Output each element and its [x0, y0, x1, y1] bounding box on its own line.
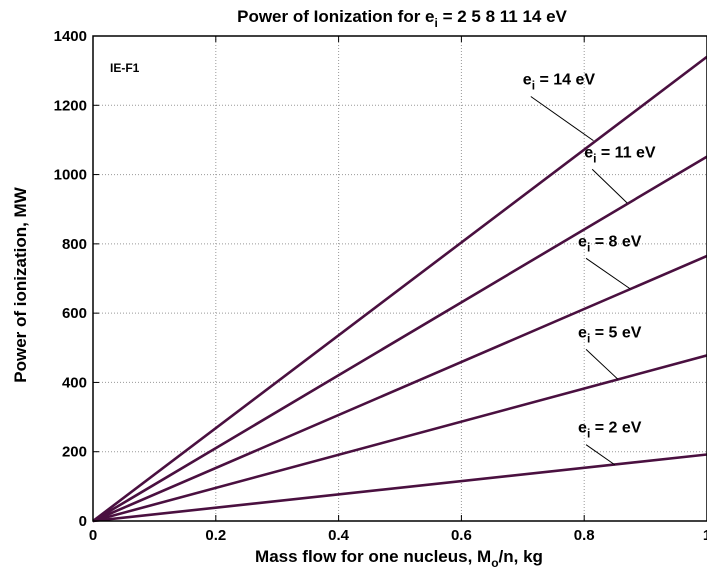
x-tick-label: 1: [703, 527, 707, 544]
series-label: ei = 5 eV: [578, 324, 642, 345]
series-label: ei = 8 eV: [578, 233, 642, 254]
series-label-leader: [585, 349, 619, 380]
x-tick-label: 0.4: [328, 527, 350, 544]
x-tick-label: 0.6: [451, 527, 472, 544]
series-label-leader: [585, 257, 631, 290]
figure-annotation: IE-F1: [110, 61, 140, 75]
y-tick-label: 1000: [54, 167, 87, 184]
y-tick-label: 1200: [54, 97, 87, 114]
plot-frame: [92, 35, 707, 522]
chart-title: Power of Ionization for ei = 2 5 8 11 14…: [237, 7, 567, 30]
series-label: ei = 14 eV: [523, 72, 596, 93]
x-axis-label: Mass flow for one nucleus, Mo/n, kg: [255, 547, 543, 570]
grid-layer: [93, 36, 707, 521]
series-label-leader: [530, 96, 594, 142]
tick-layer: 0 0.2 0.4 0.6 0.8 1 0 200 400 600 800 1000 1200 1400: [54, 28, 707, 544]
series-label-leader: [591, 168, 628, 204]
x-tick-label: 0.2: [205, 527, 226, 544]
series-layer: [92, 55, 707, 523]
x-tick-label: 0.8: [574, 527, 595, 544]
series-line-4: [92, 155, 707, 523]
series-line-1: [92, 453, 707, 523]
y-tick-label: 800: [62, 236, 87, 253]
series-label-leader: [585, 444, 616, 466]
y-tick-label: 600: [62, 305, 87, 322]
series-label: ei = 2 eV: [578, 420, 642, 441]
series-label-layer: ei = 2 eV ei = 5 eV ei = 8 eV ei = 11 eV ei …: [523, 72, 656, 466]
series-line-3: [92, 254, 707, 523]
y-tick-label: 200: [62, 444, 87, 461]
y-tick-label: 0: [79, 513, 87, 530]
y-tick-label: 1400: [54, 28, 87, 45]
x-tick-label: 0: [89, 527, 97, 544]
series-line-5: [92, 55, 707, 523]
y-tick-label: 400: [62, 374, 87, 391]
series-label: ei = 11 eV: [584, 144, 656, 165]
y-axis-label: Power of ionization, MW: [11, 186, 30, 382]
series-line-2: [92, 354, 707, 523]
